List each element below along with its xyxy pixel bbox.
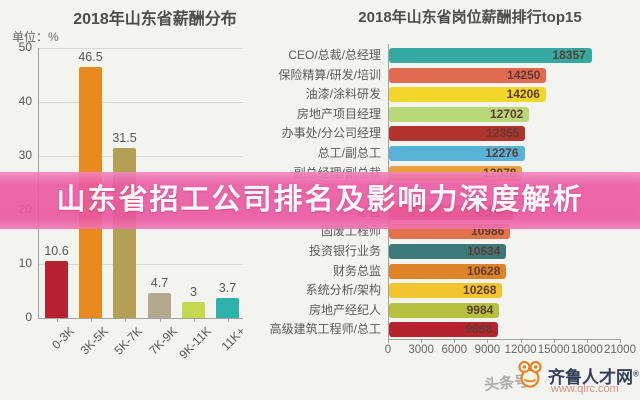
x-tick-mark bbox=[487, 339, 489, 344]
x-tick-mark bbox=[454, 339, 456, 344]
y-tick-label: 0 bbox=[25, 310, 32, 324]
row-label: 保险精算/研发/培训 bbox=[278, 67, 381, 82]
headline-banner-text: 山东省招工公司排名及影响力深度解析 bbox=[56, 184, 584, 216]
row-value-label: 12276 bbox=[485, 146, 519, 160]
x-tick-mark bbox=[520, 339, 522, 344]
row-label: 投资银行业务 bbox=[308, 244, 381, 258]
row-label: CEO/总裁/总经理 bbox=[288, 48, 381, 62]
row-value-label: 12702 bbox=[489, 106, 524, 121]
row-label: 油漆/涂料研发 bbox=[305, 87, 381, 102]
row-label: 财务总监 bbox=[332, 263, 381, 278]
row-label: 房地产经纪人 bbox=[308, 302, 381, 317]
x-tick-label: 21000 bbox=[604, 344, 636, 357]
x-tick-mark bbox=[90, 318, 92, 322]
row-label: 办事处/分公司经理 bbox=[281, 126, 381, 141]
bar bbox=[148, 292, 171, 318]
row-bar: 9868 bbox=[389, 322, 499, 338]
row-bar: 10268 bbox=[389, 283, 503, 299]
x-axis-line bbox=[38, 318, 243, 319]
x-tick-mark bbox=[193, 318, 195, 322]
bar bbox=[45, 260, 68, 318]
x-tick-mark bbox=[159, 318, 161, 322]
x-tick-label: 12000 bbox=[504, 344, 537, 357]
row-value-label: 14250 bbox=[507, 67, 541, 82]
qlrc-url-text: www.qlrc.com bbox=[551, 383, 619, 395]
bar-value-label: 31.5 bbox=[112, 130, 137, 145]
row-label: 房地产项目经理 bbox=[296, 106, 381, 121]
left-chart-unit-label: 单位：% bbox=[12, 30, 59, 44]
x-tick-mark bbox=[553, 339, 555, 344]
x-tick-mark bbox=[421, 339, 423, 344]
left-chart-title: 2018年山东省薪酬分布 bbox=[73, 11, 237, 28]
row-bar: 14206 bbox=[389, 87, 546, 103]
y-gridline bbox=[39, 156, 243, 157]
y-tick-label: 30 bbox=[18, 148, 32, 162]
x-axis-line bbox=[388, 339, 620, 341]
y-gridline bbox=[39, 48, 243, 49]
qlrc-brand-text: 齐鲁人才网® bbox=[548, 368, 639, 387]
row-bar: 12702 bbox=[389, 106, 530, 122]
row-value-label: 14206 bbox=[506, 87, 540, 102]
row-bar: 12355 bbox=[389, 126, 526, 142]
row-bar: 9984 bbox=[389, 302, 500, 318]
bar bbox=[216, 298, 239, 318]
row-value-label: 10628 bbox=[467, 263, 501, 278]
registered-mark: ® bbox=[633, 369, 639, 379]
row-value-label: 9868 bbox=[465, 322, 493, 337]
x-tick-label: 6000 bbox=[441, 344, 468, 357]
bar-value-label: 46.5 bbox=[78, 49, 103, 64]
row-value-label: 12355 bbox=[486, 126, 520, 141]
x-tick-mark bbox=[620, 339, 621, 344]
qlrc-frog-logo-icon bbox=[516, 360, 544, 393]
row-value-label: 10634 bbox=[467, 244, 501, 258]
x-tick-mark bbox=[586, 339, 588, 344]
x-tick-mark bbox=[124, 318, 126, 322]
row-bar: 10628 bbox=[389, 263, 507, 279]
y-gridline bbox=[39, 102, 243, 103]
row-value-label: 18357 bbox=[552, 48, 586, 62]
y-tick-label: 50 bbox=[18, 40, 32, 54]
x-tick-label: 18000 bbox=[570, 344, 603, 357]
y-tick-label: 10 bbox=[18, 256, 32, 270]
bar-value-label: 10.6 bbox=[44, 243, 69, 258]
bar-value-label: 3 bbox=[190, 284, 197, 299]
row-value-label: 10268 bbox=[463, 283, 497, 298]
x-tick-label: 9000 bbox=[474, 344, 501, 357]
row-label: 总工/副总工 bbox=[317, 146, 381, 160]
y-tick-label: 40 bbox=[18, 94, 32, 108]
row-bar: 18357 bbox=[389, 48, 592, 63]
bar-value-label: 4.7 bbox=[150, 275, 169, 290]
bar-value-label: 3.7 bbox=[218, 281, 237, 296]
headline-banner: 山东省招工公司排名及影响力深度解析 bbox=[0, 172, 640, 229]
bar bbox=[182, 301, 205, 318]
x-tick-label: 3000 bbox=[408, 344, 434, 357]
x-tick-label: 15000 bbox=[537, 344, 570, 357]
row-bar: 10634 bbox=[389, 244, 507, 259]
x-tick-mark bbox=[388, 339, 389, 344]
x-tick-label: 0 bbox=[384, 344, 392, 357]
x-tick-mark bbox=[56, 318, 58, 322]
right-chart-title: 2018年山东省岗位薪酬排行top15 bbox=[358, 9, 582, 26]
y-gridline bbox=[39, 264, 243, 265]
row-value-label: 9984 bbox=[466, 302, 494, 317]
row-label: 系统分析/架构 bbox=[305, 283, 381, 298]
row-label: 高级建筑工程师/总工 bbox=[269, 322, 381, 337]
x-tick-mark bbox=[227, 318, 229, 322]
row-bar: 12276 bbox=[389, 146, 525, 161]
row-bar: 14250 bbox=[389, 67, 547, 83]
